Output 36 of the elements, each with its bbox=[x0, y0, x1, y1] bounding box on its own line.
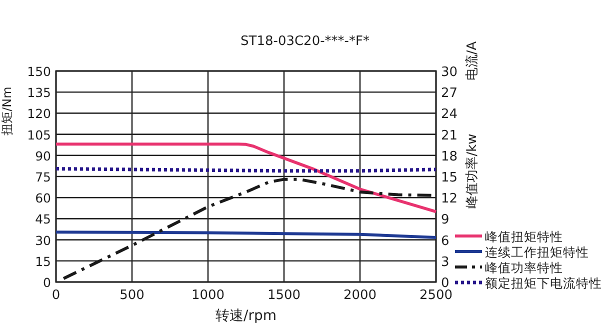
y-tick-label: 60 bbox=[35, 190, 52, 206]
text: 峰值功率/kw bbox=[464, 133, 480, 208]
y2-tick-label: 21 bbox=[441, 128, 458, 144]
y-tick-label: 135 bbox=[27, 85, 51, 100]
y2-tick-label: 3 bbox=[441, 254, 450, 270]
y-tick-label: 90 bbox=[35, 148, 52, 164]
x-tick-label: 1500 bbox=[267, 288, 301, 303]
y-tick-label: 120 bbox=[27, 106, 52, 122]
x-tick-label: 2000 bbox=[343, 288, 377, 303]
legend-label: 峰值扭矩特性 bbox=[485, 229, 563, 244]
y2-tick-label: 6 bbox=[441, 234, 450, 249]
y2-tick-label: 30 bbox=[441, 65, 458, 80]
y-tick-label: 15 bbox=[35, 254, 51, 269]
y2-tick-label: 9 bbox=[441, 212, 450, 228]
chart-title: ST18-03C20-***-*F* bbox=[240, 34, 370, 49]
y2-tick-label: 0 bbox=[441, 276, 450, 291]
y-tick-label: 30 bbox=[35, 232, 52, 248]
legend-label: 额定扭矩下电流特性 bbox=[485, 276, 602, 290]
x-tick-label: 500 bbox=[120, 288, 144, 303]
y-tick-label: 105 bbox=[27, 127, 51, 142]
legend-label: 连续工作扭矩特性 bbox=[485, 244, 589, 260]
y-tick-label: 75 bbox=[35, 170, 51, 184]
x-tick-label: 2500 bbox=[419, 288, 453, 303]
y2-tick-label: 24 bbox=[441, 107, 458, 122]
y-tick-label: 0 bbox=[43, 275, 52, 290]
x-axis-title: 转速/rpm bbox=[216, 308, 276, 324]
x-tick-label: 1000 bbox=[191, 288, 225, 303]
y2-tick-label: 12 bbox=[441, 192, 458, 207]
y2-tick-label: 18 bbox=[441, 149, 458, 164]
y-axis-title: 扭矩/Nm bbox=[0, 86, 14, 136]
y2-axis-title: 电流/A bbox=[464, 41, 480, 81]
y2-tick-label: 27 bbox=[441, 86, 458, 102]
y-tick-label: 150 bbox=[27, 64, 52, 79]
legend-label: 峰值功率特性 bbox=[485, 260, 563, 275]
y-tick-label: 45 bbox=[35, 212, 51, 227]
y2-tick-label: 15 bbox=[441, 170, 458, 186]
